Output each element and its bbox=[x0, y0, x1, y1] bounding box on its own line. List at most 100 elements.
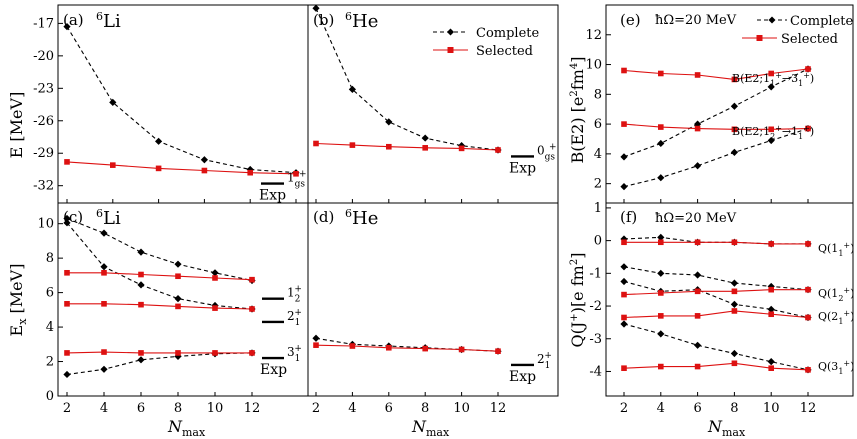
panel-f-complete-point-3-3 bbox=[730, 349, 738, 358]
annotation-be2-2: B(E2;12+→11+) bbox=[732, 124, 814, 141]
panel-c-complete-point-0-0 bbox=[63, 214, 71, 223]
panel-f-selected-point-1-2 bbox=[694, 288, 701, 295]
panel-c-selected-point-2-4 bbox=[212, 350, 218, 356]
panel-b-complete-line-0 bbox=[315, 7, 499, 151]
panel-a-ytick-label-5: -32 bbox=[33, 179, 54, 194]
panel-a-ylabel: E [MeV] bbox=[7, 92, 26, 159]
panel-c-complete-point-2-1 bbox=[100, 365, 108, 373]
panel-c-selected-point-2-0 bbox=[64, 350, 70, 356]
panel-c-exp-level-label-1: 21+ bbox=[287, 308, 302, 328]
panel-d-exp-level-label-0: 21+ bbox=[537, 351, 552, 371]
panel-f-selected-point-0-3 bbox=[731, 239, 738, 246]
panel-c-xtick-label-3: 8 bbox=[174, 401, 182, 416]
panel-c-complete-line-1 bbox=[66, 222, 253, 310]
panel-a-complete-line-0 bbox=[66, 26, 297, 174]
panel-f-selected-point-2-1 bbox=[658, 313, 664, 319]
panel-e-ytick-label-2: 6 bbox=[594, 117, 602, 132]
panel-f-selected-point-2-4 bbox=[768, 311, 774, 318]
panel-e-selected-point-1-3 bbox=[731, 126, 738, 133]
panel-f-complete-point-1-3 bbox=[730, 279, 738, 287]
panel-d-xtick-label-5: 12 bbox=[490, 401, 507, 416]
x-label-left: Nmax bbox=[167, 417, 206, 439]
panel-c-selected-point-2-5 bbox=[249, 350, 255, 356]
panel-c-xtick-label-2: 6 bbox=[137, 401, 145, 416]
panel-f-complete-point-3-1 bbox=[657, 330, 665, 338]
panel-c-ytick-label-3: 6 bbox=[46, 286, 54, 301]
panel-f-selected-point-1-4 bbox=[768, 286, 774, 293]
svg-text:Selected: Selected bbox=[476, 44, 533, 59]
panel-b: 0gs+Exp bbox=[312, 4, 557, 203]
panel-f: 10-1-2-3-42 4 6 8 10 12 bbox=[589, 201, 816, 416]
panel-f-selected-point-2-0 bbox=[621, 314, 627, 321]
panel-a-selected-point-0-5 bbox=[293, 170, 299, 177]
panel-e: 2 4 6 8 10 12 bbox=[585, 28, 812, 203]
panel-d-selected-point-0-2 bbox=[386, 344, 392, 351]
panel-a-selected-point-0-0 bbox=[64, 159, 70, 165]
panel-c-complete-point-0-2 bbox=[137, 248, 145, 256]
panel-f-selected-point-3-2 bbox=[694, 363, 701, 370]
panel-d-xtick-label-3: 8 bbox=[421, 401, 429, 416]
panel-c-complete-line-2 bbox=[66, 352, 253, 376]
panel-c-label: (c) bbox=[63, 208, 83, 226]
panel-b-complete-point-0-1 bbox=[348, 85, 356, 93]
panel-c-selected-point-1-0 bbox=[64, 301, 70, 307]
panel-e-ytick-label-0: 2 bbox=[594, 177, 602, 192]
panel-f-xtick-label-5: 12 bbox=[800, 401, 817, 416]
panel-f-selected-point-0-1 bbox=[658, 239, 664, 246]
panel-f-selected-point-0-4 bbox=[768, 241, 774, 247]
panel-c-exp-level-label-2: 31+ bbox=[287, 344, 302, 364]
panel-c-selected-point-1-3 bbox=[175, 303, 181, 310]
panel-e-complete-line-0 bbox=[623, 68, 809, 158]
panel-f-selected-point-0-0 bbox=[621, 239, 627, 246]
panel-b-selected-point-0-5 bbox=[495, 147, 501, 153]
panel-e-complete-point-1-1 bbox=[657, 174, 665, 182]
panel-f-selected-point-3-4 bbox=[768, 365, 774, 371]
panel-d-selected-point-0-1 bbox=[349, 343, 356, 349]
panel-f-selected-point-3-5 bbox=[805, 367, 811, 373]
panel-f-complete-point-1-4 bbox=[767, 282, 775, 291]
panel-f-ytick-label-5: -4 bbox=[589, 364, 602, 379]
panel-c-complete-point-0-1 bbox=[100, 229, 108, 237]
panel-b-label: (b) bbox=[313, 11, 334, 29]
panel-c-ytick-label-4: 8 bbox=[46, 251, 54, 266]
panel-f-complete-point-1-0 bbox=[620, 263, 628, 271]
panel-f-complete-point-1-1 bbox=[657, 269, 665, 277]
panel-c-complete-line-0 bbox=[66, 217, 253, 282]
panel-d-label: (d) bbox=[313, 208, 334, 226]
panel-b-selected-point-0-1 bbox=[349, 142, 356, 148]
annotation-q4: Q(31+) bbox=[818, 359, 854, 376]
panel-f-complete-point-3-2 bbox=[694, 341, 702, 349]
panel-e-selected-point-1-2 bbox=[694, 125, 701, 132]
panel-e-ytick-label-5: 12 bbox=[585, 28, 602, 43]
panel-c-selected-point-1-5 bbox=[249, 306, 255, 312]
panel-d-xtick-label-4: 10 bbox=[453, 401, 470, 416]
svg-text:Selected: Selected bbox=[781, 32, 838, 47]
panel-c-selected-point-2-2 bbox=[138, 350, 144, 356]
panel-d: 2 4 6 8 10 12 21+Exp bbox=[312, 334, 552, 416]
panel-f-selected-point-3-3 bbox=[731, 360, 738, 367]
panel-d-xtick-label-2: 6 bbox=[385, 401, 393, 416]
panel-f-complete-line-3 bbox=[623, 323, 809, 371]
panel-b-complete-point-0-2 bbox=[385, 118, 393, 126]
panel-c-exp-level-label-0: 12+ bbox=[287, 285, 302, 305]
panel-a-ytick-label-1: -20 bbox=[33, 49, 54, 64]
panel-c-complete-point-0-4 bbox=[211, 269, 219, 277]
panel-f-selected-line-0 bbox=[624, 241, 808, 245]
panel-a-complete-point-0-3 bbox=[200, 156, 208, 164]
panel-e-selected-point-0-3 bbox=[731, 76, 738, 83]
panel-d-selected-point-0-4 bbox=[458, 346, 465, 353]
panel-c-selected-point-0-3 bbox=[175, 273, 181, 280]
panel-b-selected-point-0-3 bbox=[422, 145, 428, 151]
panel-a-selected-point-0-2 bbox=[155, 165, 162, 172]
panel-f-selected-point-0-2 bbox=[694, 239, 701, 246]
panel-f-ytick-label-4: -3 bbox=[589, 332, 602, 347]
panel-f-complete-line-1 bbox=[623, 266, 809, 291]
panel-f-selected-point-2-2 bbox=[694, 313, 701, 319]
annotation-q3: Q(21+) bbox=[818, 309, 854, 326]
panel-f-ytick-label-2: -1 bbox=[589, 266, 602, 281]
panel-b-complete-point-0-3 bbox=[421, 134, 429, 142]
panel-c-xtick-label-4: 10 bbox=[207, 401, 224, 416]
panel-c-selected-point-0-2 bbox=[138, 271, 144, 278]
panel-e-hbar-label: ħΩ=20 MeV bbox=[655, 13, 737, 28]
panel-c-complete-point-1-1 bbox=[100, 263, 108, 271]
